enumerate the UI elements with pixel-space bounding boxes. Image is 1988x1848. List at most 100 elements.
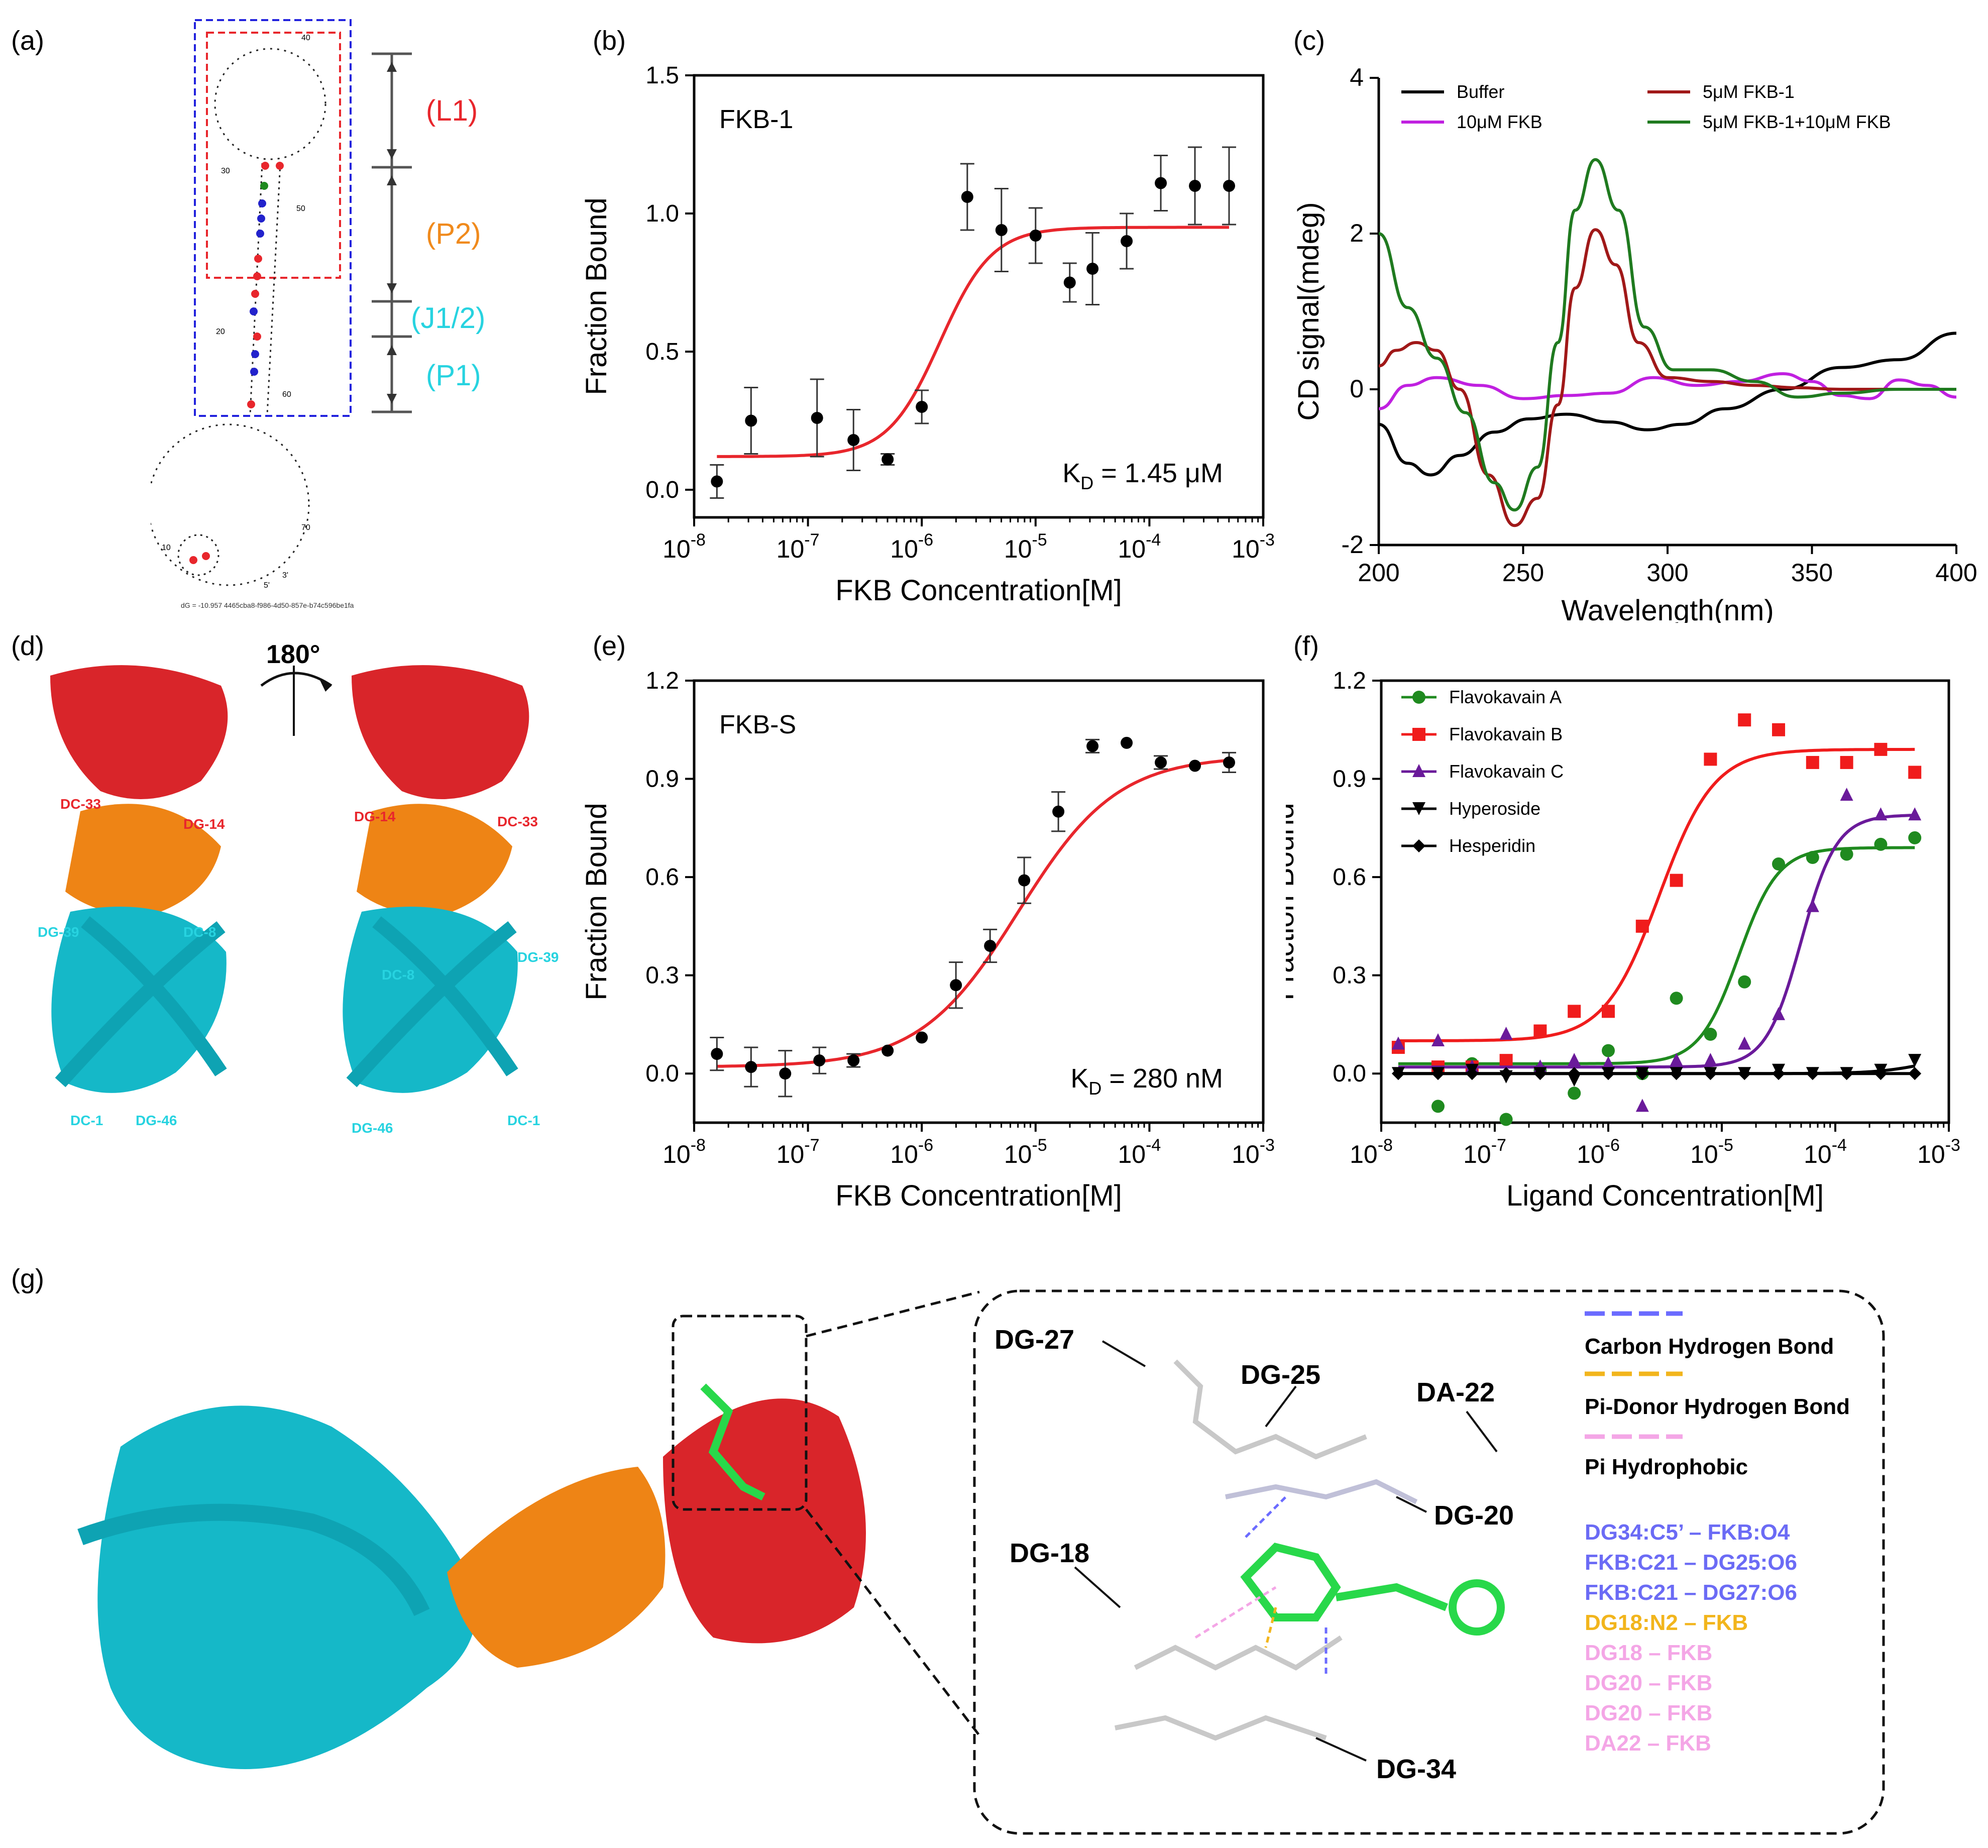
series-line (1378, 158, 1956, 512)
panel-label-g: (g) (11, 1264, 44, 1294)
kd-annotation: KD = 1.45 μM (1062, 458, 1223, 493)
interaction-entry: DG18 – FKB (1585, 1641, 1712, 1665)
kd-symbol: K (1070, 1063, 1088, 1094)
panel-label-e: (e) (593, 631, 626, 661)
x-axis-label: FKB Concentration[M] (835, 574, 1122, 607)
interaction-entry: FKB:C21 – DG25:O6 (1585, 1550, 1797, 1575)
stem-base-pairs (247, 162, 284, 408)
series-line (1378, 228, 1956, 527)
panel-a-secondary-structure: 40 30 50 20 60 10 70 5' 3' dG = -10.957 … (151, 19, 485, 609)
x-tick-exponent: -6 (918, 530, 933, 550)
x-tick-label: 200 (1358, 559, 1399, 587)
data-point (1602, 1044, 1615, 1057)
panel-label-d: (d) (11, 631, 44, 661)
data-point (1499, 1054, 1513, 1067)
legend-label: 10μM FKB (1457, 112, 1542, 132)
x-tick-exponent: -8 (691, 530, 706, 550)
interaction-entry: DG34:C5’ – FKB:O4 (1585, 1520, 1790, 1545)
data-point (1738, 713, 1751, 727)
structure-footer: dG = -10.957 4465cba8-f986-4d50-857e-b74… (181, 601, 354, 609)
y-tick-label: 0.3 (1333, 962, 1366, 989)
data-point (1670, 992, 1683, 1005)
x-tick-label: 10-7 (777, 1136, 820, 1168)
data-point (916, 1031, 928, 1044)
y-axis-label: Fraction Bound (1286, 803, 1300, 1000)
chart-e-fkbs-binding: 10-8 10-7 10-6 10-5 10-4 10-3 0.0 0.3 0.6 0.9 1.2 F… (580, 668, 1275, 1212)
nt-number: 60 (282, 390, 291, 399)
panel-d-3d-structure: 180° DC-33 DG-14 DG-39 DC-8 DC-1 DG-46 D… (38, 640, 559, 1136)
y-axis-label: Fraction Bound (580, 803, 613, 1000)
nt-number: 5' (264, 581, 270, 590)
data-point (1568, 1067, 1581, 1080)
x-tick-exponent: -4 (1832, 1136, 1847, 1155)
data-point (1908, 807, 1922, 821)
data-point (1568, 1073, 1581, 1087)
data-point (1670, 1067, 1683, 1080)
panel-label-b: (b) (593, 26, 626, 56)
legend-label: Carbon Hydrogen Bond (1585, 1334, 1834, 1359)
data-point (1499, 1027, 1513, 1040)
data-point (745, 1061, 757, 1073)
data-point (1155, 756, 1167, 769)
region-label-j12: (J1/2) (411, 302, 485, 335)
nt-number: 10 (162, 543, 171, 552)
legend-label: Pi Hydrophobic (1585, 1455, 1748, 1479)
x-tick-exponent: -6 (1605, 1136, 1620, 1155)
x-tick-label: 300 (1646, 559, 1688, 587)
data-point (1029, 230, 1042, 242)
data-point (1908, 831, 1922, 844)
x-tick-exponent: -8 (691, 1136, 706, 1155)
interaction-entry: DA22 – FKB (1585, 1731, 1711, 1756)
y-tick-label: 0.5 (645, 339, 679, 365)
legend-label: Pi-Donor Hydrogen Bond (1585, 1394, 1850, 1419)
residue-label-right: DG-46 (352, 1120, 393, 1136)
y-tick-label: 0.3 (645, 962, 679, 989)
data-point (745, 414, 757, 427)
kd-symbol: K (1062, 458, 1080, 488)
data-point (1063, 276, 1076, 289)
data-point (1412, 839, 1425, 852)
nt-number: 40 (301, 34, 310, 42)
x-tick-label: 10-4 (1118, 530, 1161, 563)
fit-curve (1398, 747, 1915, 1042)
data-point (1533, 1067, 1547, 1080)
x-tick-exponent: -3 (1260, 1136, 1275, 1155)
kd-subscript: D (1088, 1078, 1101, 1099)
legend-label: Flavokavain B (1449, 724, 1563, 744)
x-tick-exponent: -4 (1146, 530, 1161, 550)
x-tick-label: 10-4 (1804, 1136, 1847, 1168)
y-tick-label: 0 (1350, 375, 1364, 403)
x-tick-exponent: -3 (1260, 530, 1275, 550)
x-tick-exponent: -5 (1032, 530, 1047, 550)
y-axis-label: Fraction Bound (580, 197, 613, 395)
data-point (1704, 752, 1717, 766)
data-point (1391, 1067, 1405, 1080)
kd-value: = 1.45 μM (1093, 458, 1223, 488)
data-point (1412, 691, 1425, 704)
data-point (984, 940, 997, 952)
residue-label-right: DG-39 (517, 949, 559, 965)
y-tick-label: 1.0 (645, 200, 679, 227)
region-label-l1: (L1) (426, 94, 478, 127)
nt-number: 3' (282, 571, 288, 580)
x-tick-label: 10-3 (1917, 1136, 1960, 1168)
data-point (1670, 1053, 1683, 1066)
data-point (1121, 235, 1133, 247)
data-point (881, 453, 894, 466)
data-point (1431, 1067, 1445, 1080)
legend-label: Hesperidin (1449, 835, 1535, 856)
data-point (881, 1044, 894, 1057)
legend-label: Flavokavain A (1449, 687, 1562, 707)
x-tick-label: 10-7 (777, 530, 820, 563)
legend-label: 5μM FKB-1+10μM FKB (1703, 112, 1891, 132)
y-tick-label: 0.0 (645, 477, 679, 503)
data-point (1840, 755, 1853, 769)
data-point (1121, 736, 1133, 749)
binding-site-sticks (1115, 1359, 1505, 1741)
residue-label-right: DC-33 (497, 814, 538, 829)
x-tick-label: 10-8 (662, 1136, 706, 1168)
data-point (1431, 1033, 1445, 1047)
residue-label-right: DG-14 (354, 809, 396, 824)
data-point (1806, 1067, 1819, 1080)
residue-label-dg27: DG-27 (995, 1325, 1074, 1355)
